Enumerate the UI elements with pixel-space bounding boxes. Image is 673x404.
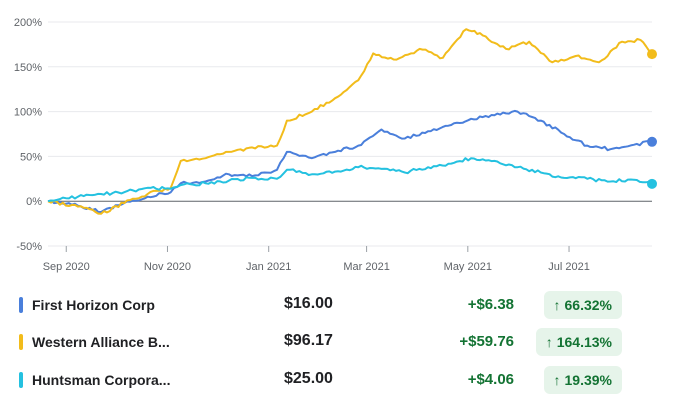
legend-row-huntsman[interactable]: Huntsman Corpora... $25.00 +$4.06 ↑ 19.39… bbox=[0, 363, 673, 399]
y-axis-ticks: -50% 0% 50% 100% 150% 200% bbox=[14, 17, 42, 253]
series-end-dots bbox=[647, 49, 657, 189]
y-tick-label: 200% bbox=[14, 17, 42, 29]
series-change: +$6.38 bbox=[467, 296, 514, 313]
y-tick-label: 50% bbox=[20, 151, 42, 163]
arrow-up-icon: ↑ bbox=[545, 334, 553, 350]
y-tick-label: 0% bbox=[26, 196, 42, 208]
series-percent-badge: ↑ 164.13% bbox=[535, 328, 622, 356]
series-price: $25.00 bbox=[284, 370, 333, 387]
series-color-swatch bbox=[19, 334, 23, 350]
series-end-dot-0 bbox=[647, 136, 657, 147]
legend-row-western-alliance[interactable]: Western Alliance B... $96.17 +$59.76 ↑ 16… bbox=[0, 325, 673, 361]
series-line-1 bbox=[47, 28, 653, 215]
series-percent-badge: ↑ 66.32% bbox=[543, 291, 622, 319]
x-axis-ticks: Sep 2020 Nov 2020 Jan 2021 Mar 2021 May 2021… bbox=[43, 246, 590, 273]
series-percent: 19.39% bbox=[564, 372, 612, 388]
x-tick-label: Nov 2020 bbox=[144, 261, 191, 273]
series-price: $96.17 bbox=[284, 332, 333, 349]
series-name: First Horizon Corp bbox=[32, 297, 155, 313]
arrow-up-icon: ↑ bbox=[553, 297, 561, 313]
y-tick-label: 100% bbox=[14, 107, 42, 119]
series-end-dot-2 bbox=[647, 178, 657, 189]
series-percent: 164.13% bbox=[556, 334, 612, 350]
series-change: +$4.06 bbox=[467, 371, 514, 388]
series-line-2 bbox=[47, 157, 653, 203]
arrow-up-icon: ↑ bbox=[553, 372, 561, 388]
series-color-swatch bbox=[19, 372, 23, 388]
series-color-swatch bbox=[19, 297, 23, 313]
x-tick-label: Jul 2021 bbox=[548, 261, 590, 273]
x-tick-label: Jan 2021 bbox=[246, 261, 291, 273]
grid-lines bbox=[48, 21, 652, 247]
series-change: +$59.76 bbox=[459, 333, 514, 350]
y-tick-label: 150% bbox=[14, 62, 42, 74]
series-line-0 bbox=[47, 109, 653, 213]
series-name: Huntsman Corpora... bbox=[32, 372, 171, 388]
series-percent-badge: ↑ 19.39% bbox=[543, 366, 622, 394]
y-tick-label: -50% bbox=[16, 241, 42, 253]
series-percent: 66.32% bbox=[564, 297, 612, 313]
series-price: $16.00 bbox=[284, 295, 333, 312]
series-name: Western Alliance B... bbox=[32, 334, 170, 350]
series-lines bbox=[47, 28, 653, 215]
x-tick-label: Mar 2021 bbox=[343, 261, 389, 273]
series-end-dot-1 bbox=[647, 49, 657, 60]
legend-row-first-horizon[interactable]: First Horizon Corp $16.00 +$6.38 ↑ 66.32% bbox=[0, 288, 673, 324]
stock-comparison-chart: -50% 0% 50% 100% 150% 200% Sep 2020 Nov 2020 Ja… bbox=[14, 17, 657, 273]
x-tick-label: May 2021 bbox=[444, 261, 492, 273]
x-tick-label: Sep 2020 bbox=[43, 261, 90, 273]
